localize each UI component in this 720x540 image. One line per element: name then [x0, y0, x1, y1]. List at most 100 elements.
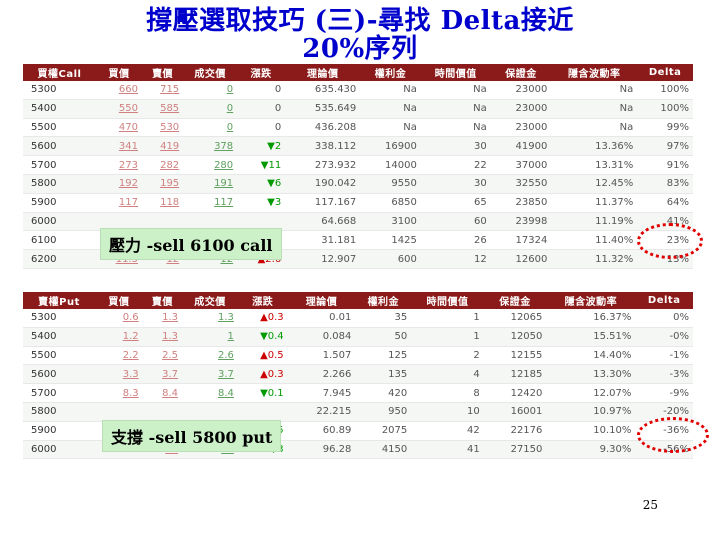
put-value-cell: 2 — [411, 346, 484, 366]
call-value-cell: 32550 — [490, 174, 552, 194]
put-strike-cell: 5300 — [23, 309, 96, 328]
put-value-cell: 35 — [355, 309, 412, 328]
slide-title: 撐壓選取技巧 (三)-尋找 Delta接近 20%序列 — [0, 4, 720, 66]
call-value-cell[interactable]: 550 — [95, 99, 142, 119]
call-header-cell: 隱含波動率 — [551, 64, 638, 81]
call-value-cell: 23000 — [490, 99, 552, 119]
put-value-cell[interactable]: 3.3 — [95, 364, 143, 385]
call-value-cell: 60 — [420, 212, 491, 232]
put-value-cell[interactable] — [182, 402, 238, 422]
put-value-cell[interactable]: 1.3 — [182, 309, 238, 328]
call-value-cell: 3100 — [360, 212, 421, 232]
put-value-cell: 12065 — [483, 309, 547, 328]
put-value-cell: 4150 — [355, 440, 412, 460]
put-header-cell: 權利金 — [355, 292, 412, 309]
put-value-cell[interactable]: 3.7 — [142, 364, 183, 385]
call-value-cell: 14000 — [360, 155, 421, 175]
put-strike-cell: 5700 — [23, 383, 96, 403]
call-value-cell[interactable]: 341 — [95, 136, 142, 157]
put-header-row: 賣權Put 買價 賣價 成交價 漲跌 理論價 權利金 時間價值 保證金 隱含波動率 Delta — [23, 292, 693, 309]
call-value-cell[interactable]: 117 — [183, 193, 238, 213]
call-strike-cell: 6100 — [23, 230, 96, 251]
call-value-cell[interactable]: 273 — [95, 155, 142, 175]
put-value-cell[interactable]: 1.2 — [95, 327, 143, 347]
call-value-cell[interactable]: 585 — [141, 99, 184, 119]
put-value-cell: 22176 — [483, 421, 547, 441]
call-value-cell: 65 — [420, 193, 491, 213]
call-value-cell[interactable]: 195 — [141, 174, 184, 194]
call-value-cell[interactable]: 192 — [95, 174, 142, 194]
call-value-cell: 12 — [420, 249, 491, 269]
put-row: 5500 2.2 2.5 2.6 ▲0.5 1.507 125 2 12155 14.40% -1% — [23, 346, 693, 366]
call-header-cell: 買權Call — [23, 64, 96, 81]
put-value-cell[interactable]: 8.3 — [95, 383, 143, 403]
call-value-cell: 11.40% — [551, 230, 638, 251]
call-value-cell[interactable]: 118 — [141, 193, 184, 213]
call-value-cell[interactable]: 660 — [95, 81, 142, 100]
call-value-cell: 12.45% — [551, 174, 638, 194]
put-value-cell[interactable]: 2.2 — [95, 346, 143, 366]
call-row: 5800 192 195 191 ▼6 190.042 9550 30 32550 12.45% 8… — [23, 174, 693, 194]
put-value-cell: 2075 — [355, 421, 412, 441]
call-value-cell: 17324 — [490, 230, 552, 251]
call-value-cell[interactable]: 191 — [183, 174, 238, 194]
call-value-cell[interactable]: 419 — [141, 136, 184, 157]
put-value-cell[interactable]: 2.6 — [182, 346, 238, 366]
put-value-cell: 0.01 — [287, 309, 356, 328]
put-value-cell: 16.37% — [546, 309, 636, 328]
put-value-cell: 12050 — [483, 327, 547, 347]
call-value-cell[interactable]: 117 — [95, 193, 142, 213]
put-header-cell: 漲跌 — [237, 292, 288, 309]
call-value-cell: 11.19% — [551, 212, 638, 232]
put-value-cell: 1 — [411, 327, 484, 347]
put-header-cell: 理論價 — [287, 292, 356, 309]
put-value-cell[interactable] — [142, 402, 183, 422]
put-strike-cell: 5600 — [23, 364, 96, 385]
put-value-cell[interactable]: 3.7 — [182, 364, 238, 385]
call-value-cell[interactable]: 378 — [183, 136, 238, 157]
call-value-cell: 100% — [637, 99, 693, 119]
put-value-cell[interactable]: 1 — [182, 327, 238, 347]
call-value-cell: 9550 — [360, 174, 421, 194]
call-value-cell[interactable]: 530 — [141, 118, 184, 138]
call-value-cell: 23000 — [490, 81, 552, 100]
put-value-cell: 41 — [411, 440, 484, 460]
put-value-cell[interactable] — [95, 402, 143, 422]
put-value-cell: 27150 — [483, 440, 547, 460]
call-value-cell: 0 — [237, 99, 286, 119]
call-strike-cell: 5300 — [23, 81, 96, 100]
put-header-cell: 賣價 — [142, 292, 183, 309]
put-value-cell[interactable]: 8.4 — [182, 383, 238, 403]
call-value-cell: 12600 — [490, 249, 552, 269]
call-value-cell[interactable]: 280 — [183, 155, 238, 175]
put-row: 5700 8.3 8.4 8.4 ▼0.1 7.945 420 8 12420 12.07% -9% — [23, 383, 693, 403]
put-value-cell[interactable]: 2.5 — [142, 346, 183, 366]
call-value-cell: 11.37% — [551, 193, 638, 213]
call-value-cell[interactable]: 0 — [183, 99, 238, 119]
put-value-cell: 1.507 — [287, 346, 356, 366]
put-value-cell[interactable]: 1.3 — [142, 327, 183, 347]
call-value-cell[interactable]: 0 — [183, 81, 238, 100]
put-value-cell: 12155 — [483, 346, 547, 366]
call-value-cell: 37000 — [490, 155, 552, 175]
call-value-cell[interactable]: 470 — [95, 118, 142, 138]
call-header-cell: 賣價 — [141, 64, 184, 81]
call-row: 5700 273 282 280 ▼11 273.932 14000 22 37000 13.31… — [23, 155, 693, 175]
put-strike-cell: 5400 — [23, 327, 96, 347]
call-header-cell: 權利金 — [360, 64, 421, 81]
call-value-cell: 23850 — [490, 193, 552, 213]
put-value-cell[interactable]: 1.3 — [142, 309, 183, 328]
put-value-cell: 135 — [355, 364, 412, 385]
call-value-cell: 535.649 — [285, 99, 361, 119]
put-value-cell[interactable]: 8.4 — [142, 383, 183, 403]
put-header-cell: 時間價值 — [411, 292, 484, 309]
call-value-cell[interactable]: 715 — [141, 81, 184, 100]
call-value-cell[interactable] — [95, 212, 142, 232]
put-value-cell: 96.28 — [287, 440, 356, 460]
call-value-cell[interactable]: 0 — [183, 118, 238, 138]
put-value-cell: 16001 — [483, 402, 547, 422]
callout-support: 支撐 -sell 5800 put — [102, 420, 282, 452]
call-value-cell[interactable]: 282 — [141, 155, 184, 175]
put-value-cell[interactable]: 0.6 — [95, 309, 143, 328]
put-value-cell: 10.97% — [546, 402, 636, 422]
